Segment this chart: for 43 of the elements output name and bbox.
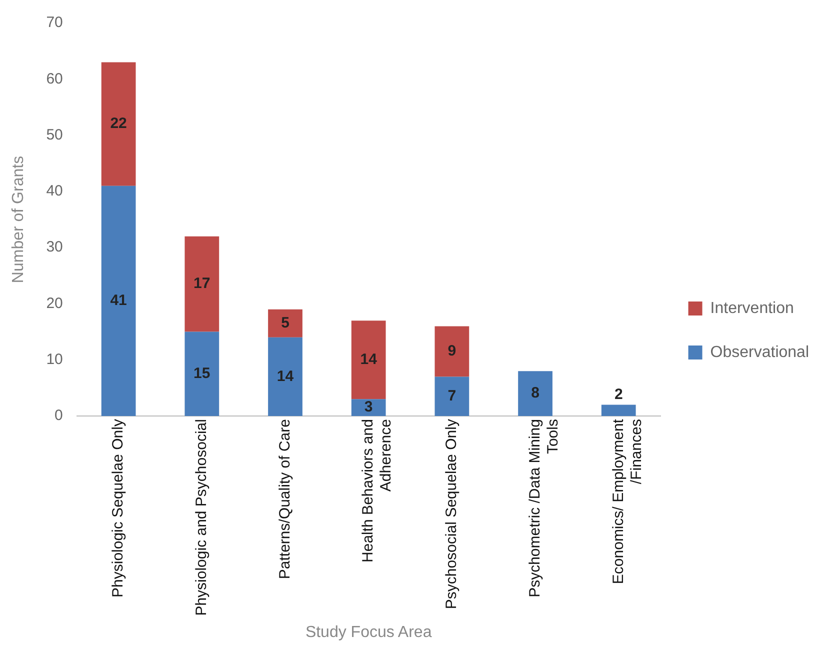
bar <box>101 62 136 186</box>
x-tick-label: Economics/ Employment /Finances <box>610 418 645 584</box>
y-tick-label: 20 <box>46 294 63 312</box>
bar <box>101 186 136 416</box>
bar <box>184 236 220 332</box>
y-axis-title: Number of Grants <box>10 156 28 284</box>
bar <box>268 309 302 338</box>
y-tick-label: 10 <box>46 351 63 368</box>
x-tick-label: Psychometric /Data Mining Tools <box>526 419 562 598</box>
data-label: 15 <box>194 365 210 382</box>
data-label: 3 <box>364 398 373 416</box>
data-label: 9 <box>448 342 456 360</box>
data-label: 2 <box>614 386 623 403</box>
legend-label: Observational <box>710 344 809 361</box>
legend-label: Intervention <box>710 300 794 317</box>
x-tick-label: Patterns/Quality of Care <box>276 419 294 580</box>
data-label: 14 <box>360 351 378 368</box>
bar <box>518 371 552 416</box>
y-tick-label: 70 <box>46 14 63 32</box>
data-label: 41 <box>110 292 127 310</box>
x-tick-label: Psychosocial Sequelae Only <box>443 418 460 610</box>
data-label: 17 <box>194 275 210 292</box>
bar <box>434 326 470 377</box>
y-tick-label: 40 <box>46 182 63 200</box>
bar <box>351 320 386 400</box>
bar <box>268 337 302 416</box>
data-label: 7 <box>448 388 456 405</box>
data-label: 14 <box>276 368 294 385</box>
x-tick-label: Physiologic and Psychosocial <box>193 419 210 616</box>
bar <box>601 404 636 416</box>
x-tick-label: Health Behaviors and Adherence <box>360 419 395 562</box>
data-label: 5 <box>281 314 290 332</box>
y-tick-label: 50 <box>46 126 63 144</box>
y-tick-label: 0 <box>54 407 63 424</box>
bar <box>351 399 386 416</box>
data-label: 8 <box>531 384 540 402</box>
y-tick-label: 30 <box>46 238 63 256</box>
x-axis-title: Study Focus Area <box>305 624 432 641</box>
y-tick-label: 60 <box>46 70 63 88</box>
bar <box>184 332 220 416</box>
bar <box>434 376 470 416</box>
x-tick-label: Physiologic Sequelae Only <box>110 418 127 598</box>
data-label: 22 <box>110 115 127 132</box>
